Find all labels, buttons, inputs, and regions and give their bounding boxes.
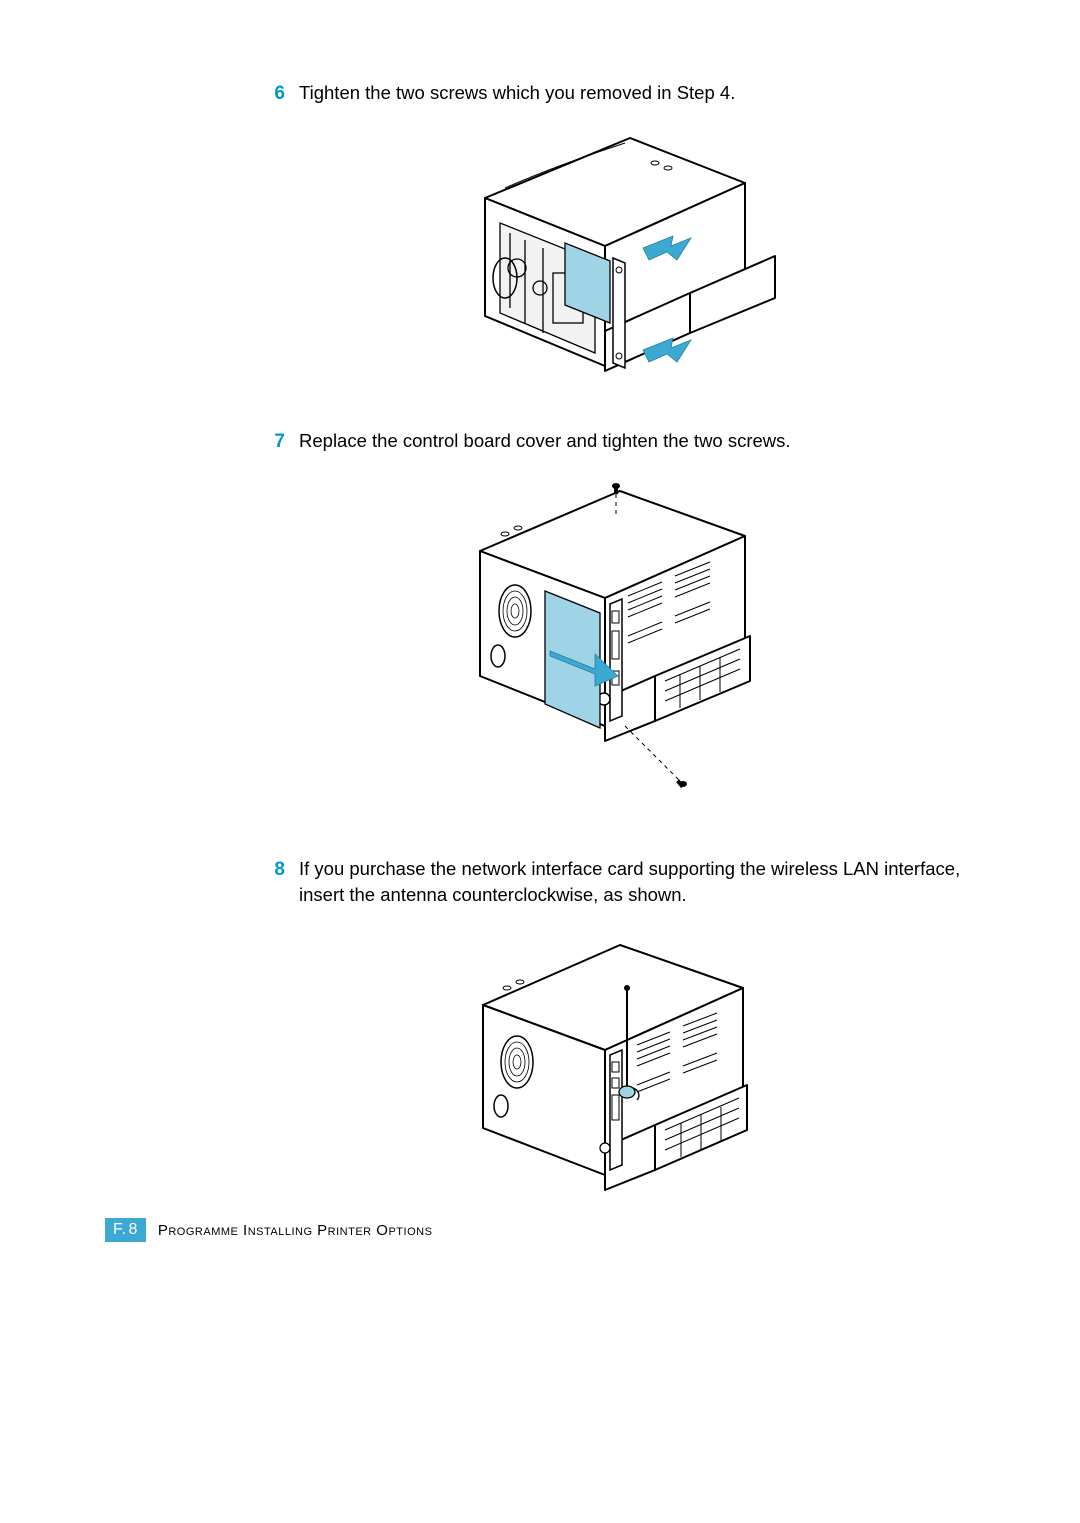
figure-step-7 bbox=[265, 476, 965, 816]
step-text: Tighten the two screws which you removed… bbox=[299, 80, 735, 106]
step-6: 6 Tighten the two screws which you remov… bbox=[265, 80, 965, 106]
step-number: 6 bbox=[265, 83, 299, 105]
page-footer: F.8 Programme Installing Printer Options bbox=[105, 1218, 432, 1242]
step-number: 7 bbox=[265, 431, 299, 453]
footer-title: Programme Installing Printer Options bbox=[158, 1222, 433, 1239]
figure-step-6 bbox=[265, 128, 965, 388]
footer-page: 8 bbox=[128, 1221, 137, 1238]
step-7: 7 Replace the control board cover and ti… bbox=[265, 428, 965, 454]
footer-section: F. bbox=[113, 1221, 126, 1238]
step-8: 8 If you purchase the network interface … bbox=[265, 856, 965, 908]
step-number: 8 bbox=[265, 859, 299, 881]
figure-step-8 bbox=[265, 930, 965, 1210]
footer-badge: F.8 bbox=[105, 1218, 146, 1242]
page-content: 6 Tighten the two screws which you remov… bbox=[265, 80, 965, 1250]
step-text: If you purchase the network interface ca… bbox=[299, 856, 965, 908]
step-text: Replace the control board cover and tigh… bbox=[299, 428, 791, 454]
